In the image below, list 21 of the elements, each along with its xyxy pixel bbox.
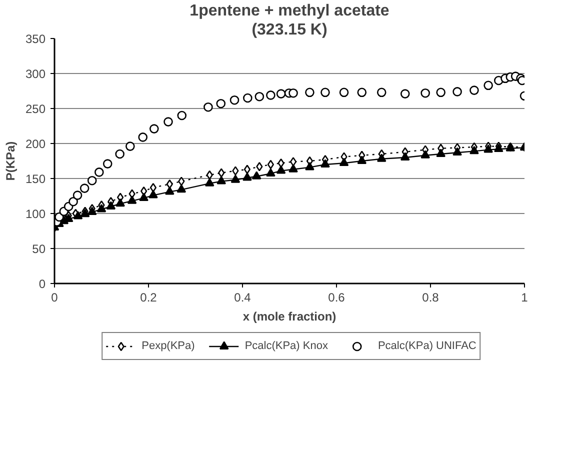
y-tick-label: 350 xyxy=(25,32,46,46)
x-tick-label: 0.2 xyxy=(140,290,158,304)
x-tick-label: 0.6 xyxy=(328,290,346,304)
x-tick-label: 1 xyxy=(521,290,528,304)
x-tick-label: 0.8 xyxy=(422,290,440,304)
y-tick-label: 50 xyxy=(32,242,46,256)
y-tick-label: 0 xyxy=(38,277,46,291)
legend-label: Pcalc(KPa) Knox xyxy=(244,340,328,352)
x-axis-title: x (mole fraction) xyxy=(242,310,336,324)
y-tick-label: 250 xyxy=(25,102,46,116)
chart-subtitle: (323.15 K) xyxy=(252,22,328,38)
legend-label: Pcalc(KPa) UNIFAC xyxy=(378,340,476,352)
y-tick-label: 300 xyxy=(25,67,46,81)
y-axis-title: P(KPa) xyxy=(3,141,18,181)
legend-label: Pexp(KPa) xyxy=(142,340,195,352)
chart-title: 1pentene + methyl acetate xyxy=(190,2,390,20)
y-tick-label: 100 xyxy=(25,207,46,221)
x-tick-label: 0 xyxy=(51,290,58,304)
y-tick-label: 200 xyxy=(25,137,46,151)
y-tick-label: 150 xyxy=(25,172,46,186)
x-tick-label: 0.4 xyxy=(234,290,252,304)
